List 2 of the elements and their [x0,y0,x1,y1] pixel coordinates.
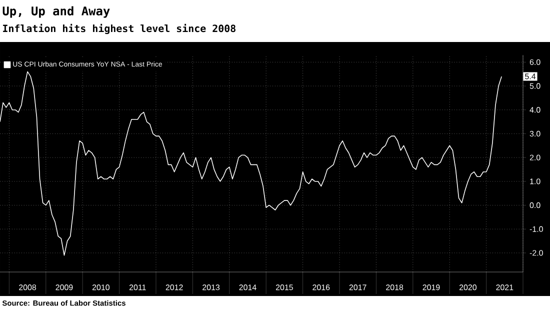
chart-subtitle: Inflation hits highest level since 2008 [3,24,236,34]
chart-title: Up, Up and Away [2,6,110,18]
